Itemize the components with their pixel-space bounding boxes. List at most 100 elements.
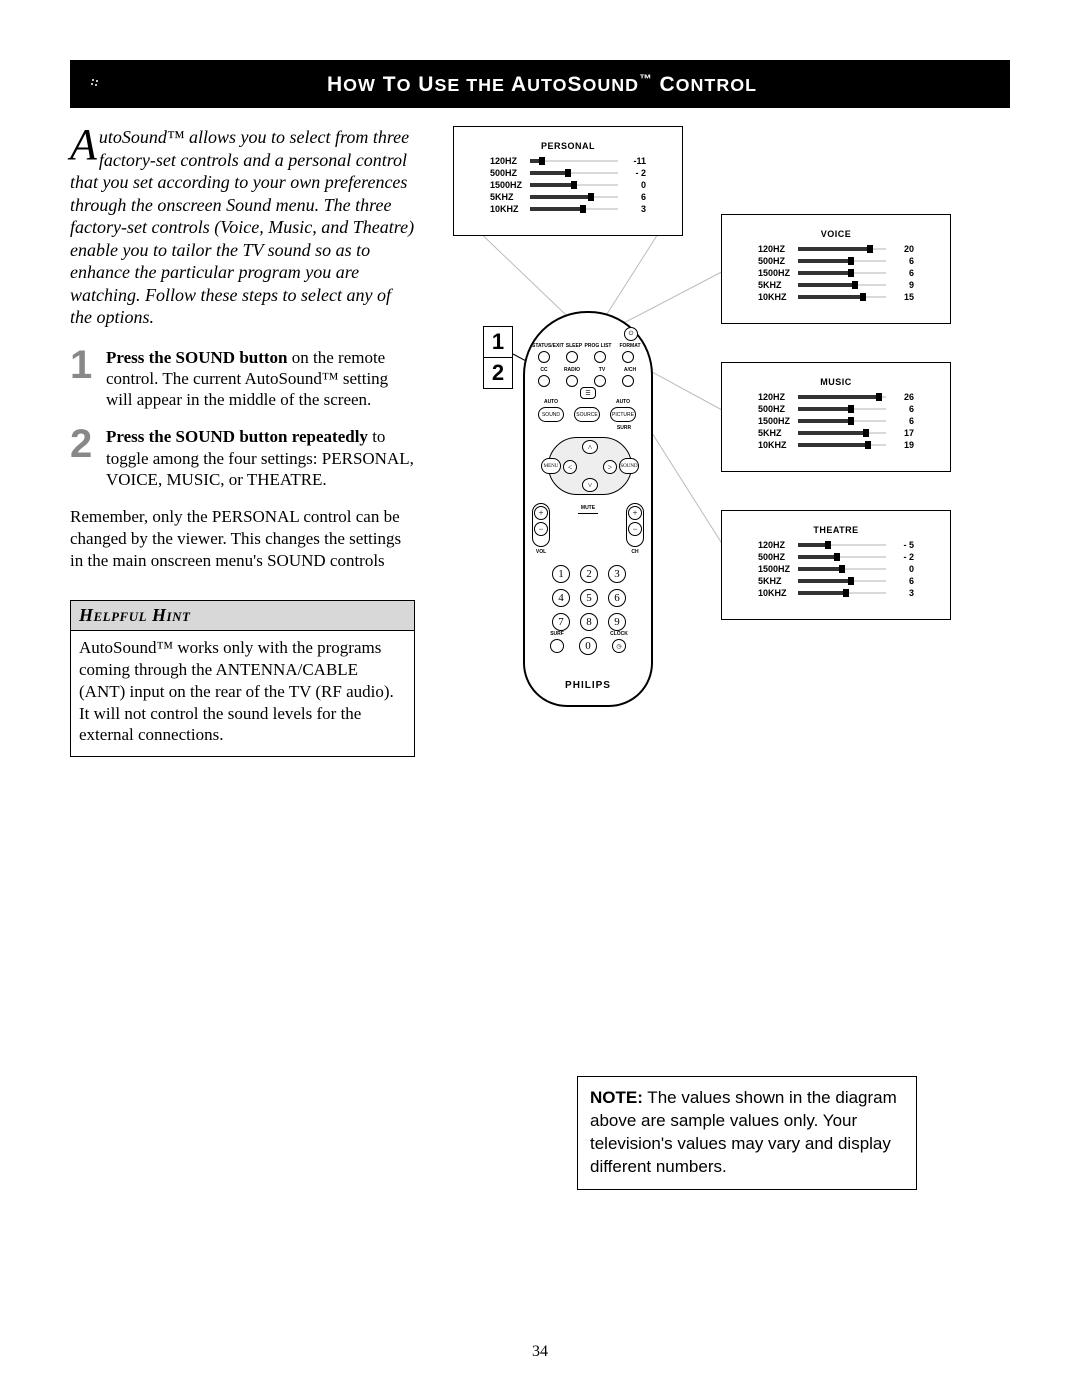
tv-title: MUSIC — [758, 377, 914, 387]
step-body: Press the SOUND button on the remote con… — [106, 347, 415, 411]
tv-button[interactable] — [594, 375, 606, 387]
eq-bar — [798, 430, 886, 436]
ch-label: CH — [624, 549, 646, 555]
eq-label: 120HZ — [758, 392, 794, 402]
radio-button[interactable] — [566, 375, 578, 387]
nav-right-button[interactable]: ˃ — [603, 460, 617, 474]
step-num: 1 — [70, 347, 94, 411]
eq-val: 19 — [890, 440, 914, 450]
note-box: NOTE: The values shown in the diagram ab… — [577, 1076, 917, 1190]
eq-row: 120HZ - 5 — [758, 539, 914, 551]
num-9-button[interactable]: 9 — [608, 613, 626, 631]
tv-box-music: MUSIC 120HZ 26 500HZ 6 1500HZ 6 — [721, 362, 951, 472]
power-button[interactable]: ⏻ — [624, 327, 638, 341]
num-7-button[interactable]: 7 — [552, 613, 570, 631]
channel-control[interactable]: + − — [626, 503, 644, 547]
eq-label: 120HZ — [758, 540, 794, 550]
format-button[interactable] — [622, 351, 634, 363]
nav-up-button[interactable]: ˄ — [582, 440, 598, 454]
nav-down-button[interactable]: ˅ — [582, 478, 598, 492]
ch-up-button[interactable]: + — [628, 506, 642, 520]
remote-label: FORMAT — [616, 343, 644, 349]
remote-label: RADIO — [562, 367, 582, 373]
step-2: 2 Press the SOUND button repeatedly to t… — [70, 426, 415, 490]
volume-control[interactable]: + − — [532, 503, 550, 547]
vol-down-button[interactable]: − — [534, 522, 548, 536]
num-8-button[interactable]: 8 — [580, 613, 598, 631]
menu-button[interactable]: MENU — [541, 458, 561, 474]
num-3-button[interactable]: 3 — [608, 565, 626, 583]
remote-icon — [76, 66, 112, 102]
num-2-button[interactable]: 2 — [580, 565, 598, 583]
clock-button[interactable]: ◷ — [612, 639, 626, 653]
eq-label: 500HZ — [490, 168, 526, 178]
eq-row: 500HZ 6 — [758, 403, 914, 415]
remote-label: AUTO — [540, 399, 562, 405]
num-5-button[interactable]: 5 — [580, 589, 598, 607]
remote-label: STATUS/EXIT — [532, 343, 560, 349]
num-0-button[interactable]: 0 — [579, 637, 597, 655]
sound-nav-button[interactable]: SOUND — [619, 458, 639, 474]
eq-row: 500HZ - 2 — [490, 167, 646, 179]
eq-bar — [798, 258, 886, 264]
vol-up-button[interactable]: + — [534, 506, 548, 520]
prog-list-button[interactable] — [594, 351, 606, 363]
clock-label: CLOCK — [606, 631, 632, 637]
remote-label: AUTO — [612, 399, 634, 405]
source-button[interactable]: SOURCE — [574, 407, 600, 422]
eq-bar — [530, 170, 618, 176]
step-num: 2 — [70, 426, 94, 490]
eq-bar — [798, 442, 886, 448]
surr-label: SURR — [614, 425, 634, 431]
num-4-button[interactable]: 4 — [552, 589, 570, 607]
eq-val: - 2 — [890, 552, 914, 562]
eq-bar — [798, 566, 886, 572]
nav-left-button[interactable]: ˂ — [563, 460, 577, 474]
eq-bar — [798, 394, 886, 400]
tv-box-personal: PERSONAL 120HZ -11 500HZ - 2 1500HZ — [453, 126, 683, 236]
num-6-button[interactable]: 6 — [608, 589, 626, 607]
tv-box-voice: VOICE 120HZ 20 500HZ 6 1500HZ 6 — [721, 214, 951, 324]
status-exit-button[interactable] — [538, 351, 550, 363]
eq-row: 1500HZ 0 — [490, 179, 646, 191]
mute-line — [578, 513, 598, 514]
eq-row: 500HZ 6 — [758, 255, 914, 267]
tv-title: VOICE — [758, 229, 914, 239]
tv-box-theatre: THEATRE 120HZ - 5 500HZ - 2 1500HZ — [721, 510, 951, 620]
eq-label: 10KHZ — [490, 204, 526, 214]
eq-label: 10KHZ — [758, 440, 794, 450]
ch-down-button[interactable]: − — [628, 522, 642, 536]
eq-row: 120HZ 26 — [758, 391, 914, 403]
eq-label: 1500HZ — [758, 268, 794, 278]
helpful-hint-box: Helpful Hint AutoSound™ works only with … — [70, 600, 415, 757]
picture-button[interactable]: PICTURE — [610, 407, 636, 422]
eq-label: 5KHZ — [758, 576, 794, 586]
nav-pad: MENU SOUND ˄ ˅ ˂ ˃ — [548, 437, 632, 495]
surf-button[interactable] — [550, 639, 564, 653]
eq-row: 10KHZ 3 — [758, 587, 914, 599]
eq-label: 5KHZ — [490, 192, 526, 202]
eq-row: 120HZ -11 — [490, 155, 646, 167]
eq-label: 5KHZ — [758, 428, 794, 438]
step-callout: 1 2 — [483, 326, 513, 389]
eq-label: 1500HZ — [490, 180, 526, 190]
ach-button[interactable] — [622, 375, 634, 387]
surf-label: SURF — [546, 631, 568, 637]
num-1-button[interactable]: 1 — [552, 565, 570, 583]
tv-title: PERSONAL — [490, 141, 646, 151]
eq-bar — [530, 194, 618, 200]
intro-paragraph: AutoSound™ allows you to select from thr… — [70, 126, 415, 329]
eq-row: 5KHZ 6 — [758, 575, 914, 587]
eq-row: 10KHZ 15 — [758, 291, 914, 303]
eq-val: 17 — [890, 428, 914, 438]
sound-button[interactable]: SOUND — [538, 407, 564, 422]
eq-bar — [798, 282, 886, 288]
intro-text: utoSound™ allows you to select from thre… — [70, 127, 414, 327]
sleep-button[interactable] — [566, 351, 578, 363]
page-number: 34 — [0, 1343, 1080, 1361]
step-body: Press the SOUND button repeatedly to tog… — [106, 426, 415, 490]
remote-label: A/CH — [620, 367, 640, 373]
eq-row: 120HZ 20 — [758, 243, 914, 255]
teletext-button[interactable]: ☰ — [580, 387, 596, 399]
cc-button[interactable] — [538, 375, 550, 387]
